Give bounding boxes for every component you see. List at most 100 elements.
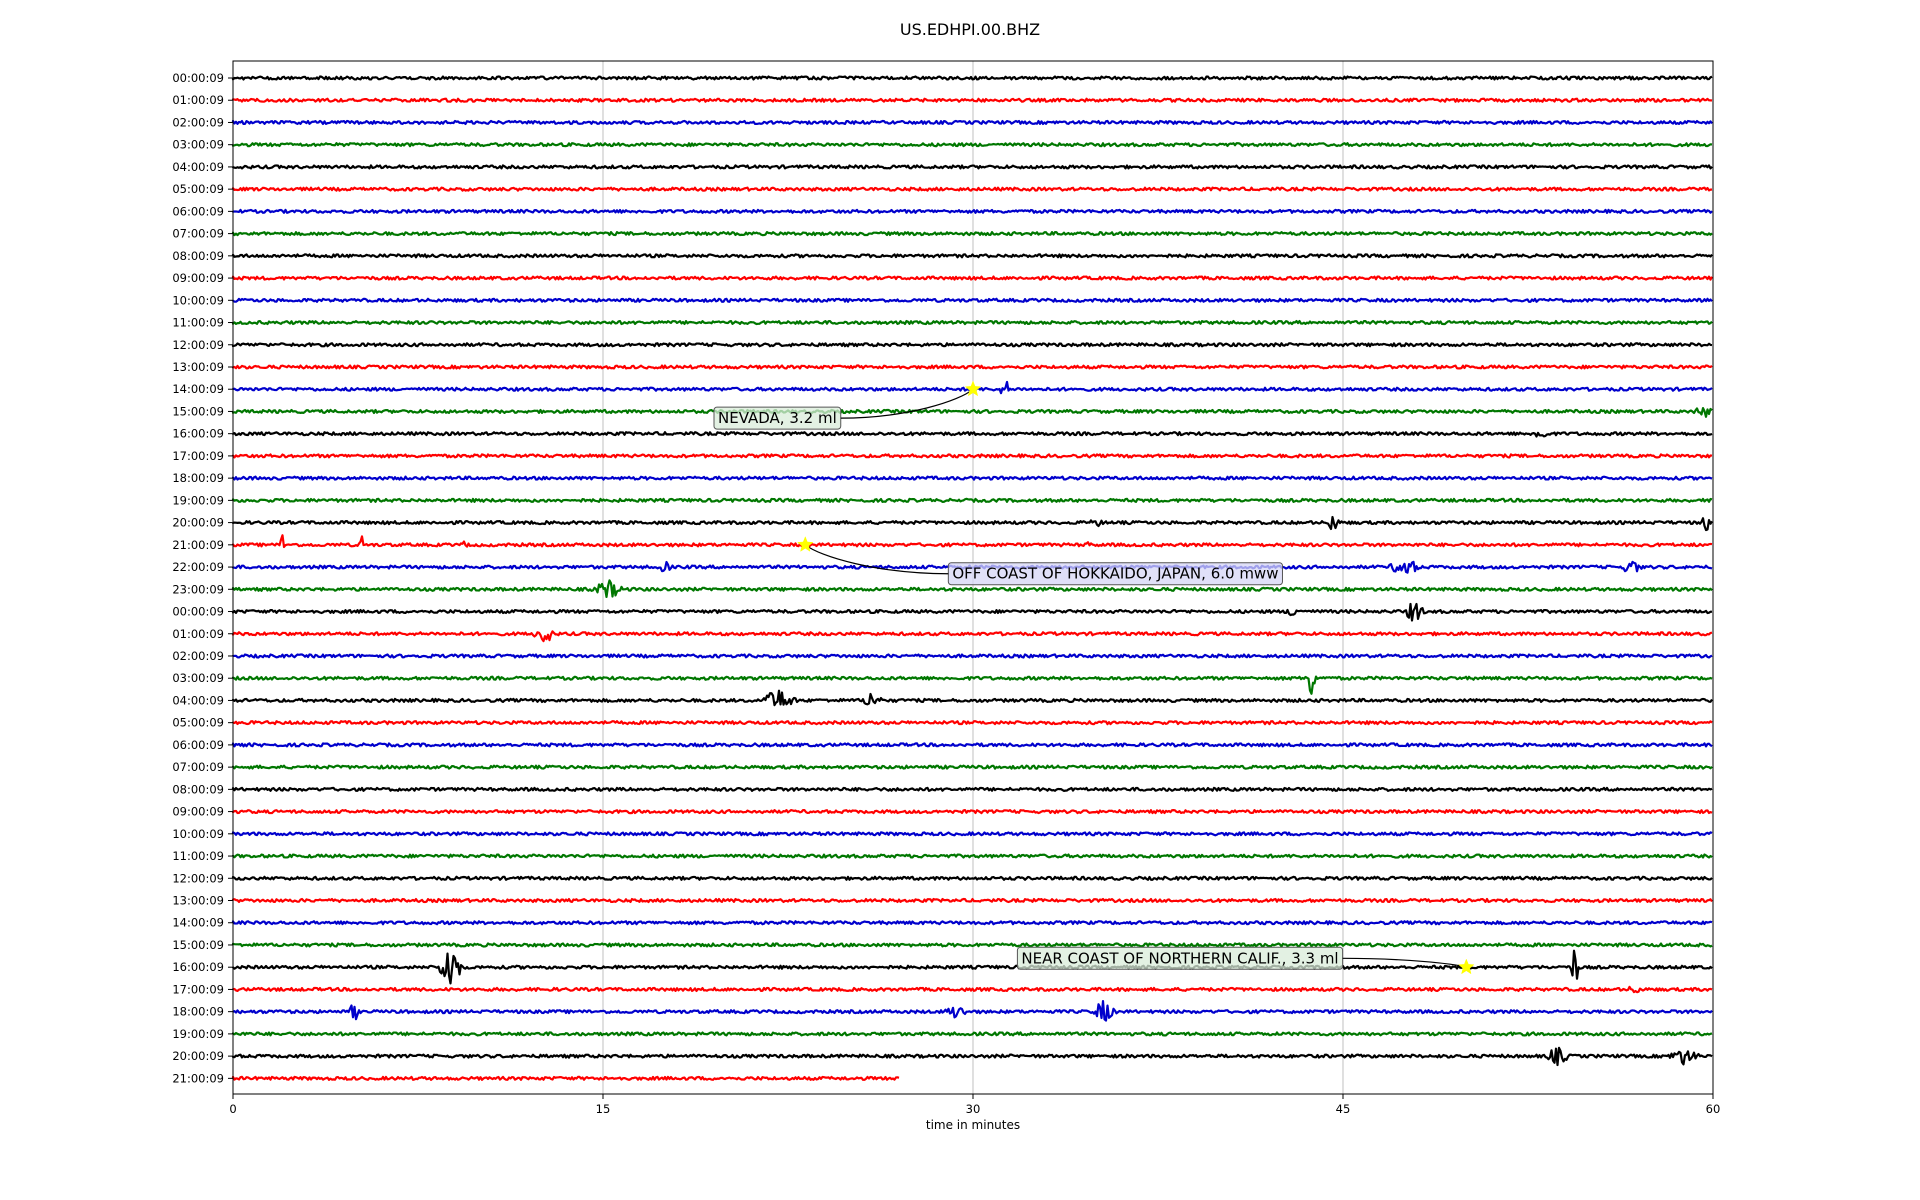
x-tick-label: 60 — [1706, 1102, 1721, 1116]
row-time-label: 10:00:09 — [172, 293, 224, 307]
row-time-label: 04:00:09 — [172, 160, 224, 174]
trace-row-2 — [231, 119, 1713, 126]
trace-row-37 — [231, 897, 1713, 904]
row-time-label: 16:00:09 — [172, 427, 224, 441]
row-time-label: 07:00:09 — [172, 227, 224, 241]
trace-row-30 — [231, 742, 1713, 748]
event-annotations: NEVADA, 3.2 ml OFF COAST OF HOKKAIDO, JAP… — [713, 380, 1475, 975]
trace-row-28 — [231, 689, 1713, 707]
trace-row-31 — [231, 764, 1713, 770]
trace-row-3 — [231, 142, 1713, 148]
trace-row-12 — [231, 342, 1713, 348]
row-time-label: 13:00:09 — [172, 360, 224, 374]
trace-row-16 — [231, 431, 1713, 438]
event-star-marker — [797, 536, 814, 552]
row-time-label: 01:00:09 — [172, 93, 224, 107]
trace-row-0 — [231, 75, 1713, 81]
row-time-label: 10:00:09 — [172, 827, 224, 841]
row-time-label: 19:00:09 — [172, 1027, 224, 1041]
trace-row-20 — [231, 515, 1713, 532]
x-tick-label: 15 — [596, 1102, 611, 1116]
row-time-label: 21:00:09 — [172, 1071, 224, 1085]
trace-row-39 — [231, 942, 1713, 948]
row-time-label: 00:00:09 — [172, 71, 224, 85]
trace-row-27 — [231, 675, 1713, 695]
row-time-label: 19:00:09 — [172, 493, 224, 507]
trace-row-33 — [231, 808, 1713, 815]
trace-row-34 — [231, 831, 1713, 837]
trace-layer — [231, 75, 1713, 1081]
event-star-marker — [1458, 958, 1475, 975]
row-time-label: 08:00:09 — [172, 249, 224, 263]
trace-row-4 — [231, 164, 1713, 170]
event-star-marker — [964, 380, 982, 397]
row-time-label: 20:00:09 — [172, 1049, 224, 1063]
event-annotation: OFF COAST OF HOKKAIDO, JAPAN, 6.0 mww — [797, 536, 1283, 586]
trace-row-45 — [231, 1075, 900, 1081]
row-time-label: 12:00:09 — [172, 338, 224, 352]
event-connector — [840, 388, 974, 419]
trace-row-44 — [231, 1046, 1713, 1067]
row-time-label: 15:00:09 — [172, 938, 224, 952]
trace-row-42 — [232, 999, 1713, 1022]
row-time-label: 20:00:09 — [172, 516, 224, 530]
row-time-label: 21:00:09 — [172, 538, 224, 552]
row-time-labels: 00:00:09 01:00:09 02:00:09 03:00:09 04:00:09… — [172, 71, 233, 1085]
event-label: NEAR COAST OF NORTHERN CALIF., 3.3 ml — [1021, 949, 1338, 967]
row-time-label: 03:00:09 — [172, 138, 224, 152]
row-time-label: 02:00:09 — [172, 649, 224, 663]
trace-row-9 — [231, 275, 1713, 281]
row-time-label: 23:00:09 — [172, 582, 224, 596]
x-tick-label: 45 — [1336, 1102, 1351, 1116]
trace-row-38 — [231, 920, 1713, 926]
x-tick-label: 30 — [966, 1102, 981, 1116]
trace-row-43 — [231, 1031, 1713, 1037]
trace-row-24 — [231, 602, 1713, 622]
row-time-label: 11:00:09 — [172, 849, 224, 863]
trace-row-6 — [231, 208, 1713, 214]
event-connector — [804, 544, 949, 575]
row-time-label: 22:00:09 — [172, 560, 224, 574]
trace-row-19 — [231, 497, 1713, 503]
x-tick-label: 0 — [229, 1102, 236, 1116]
row-time-label: 13:00:09 — [172, 894, 224, 908]
trace-row-32 — [231, 786, 1713, 792]
row-time-label: 08:00:09 — [172, 782, 224, 796]
row-time-label: 18:00:09 — [172, 1005, 224, 1019]
row-time-label: 05:00:09 — [172, 182, 224, 196]
trace-row-29 — [231, 720, 1713, 726]
trace-row-36 — [231, 875, 1713, 881]
row-time-label: 11:00:09 — [172, 316, 224, 330]
row-time-label: 07:00:09 — [172, 760, 224, 774]
row-time-label: 12:00:09 — [172, 871, 224, 885]
chart-title: US.EDHPI.00.BHZ — [900, 20, 1040, 39]
trace-row-26 — [231, 653, 1713, 659]
trace-row-7 — [231, 231, 1713, 237]
row-time-label: 09:00:09 — [172, 271, 224, 285]
row-time-label: 06:00:09 — [172, 738, 224, 752]
x-axis-label: time in minutes — [926, 1118, 1020, 1132]
trace-row-18 — [231, 475, 1713, 481]
row-time-label: 17:00:09 — [172, 982, 224, 996]
row-time-label: 04:00:09 — [172, 693, 224, 707]
event-label: NEVADA, 3.2 ml — [718, 409, 837, 427]
event-annotation: NEVADA, 3.2 ml — [713, 380, 982, 430]
x-axis-ticks: 0 15 30 45 60 — [229, 1094, 1720, 1116]
row-time-label: 00:00:09 — [172, 605, 224, 619]
row-time-label: 16:00:09 — [172, 960, 224, 974]
trace-row-8 — [231, 253, 1713, 259]
trace-row-11 — [231, 319, 1713, 326]
trace-row-13 — [231, 364, 1713, 370]
trace-row-41 — [231, 985, 1713, 994]
row-time-label: 01:00:09 — [172, 627, 224, 641]
row-time-label: 18:00:09 — [172, 471, 224, 485]
row-time-label: 09:00:09 — [172, 805, 224, 819]
row-time-label: 02:00:09 — [172, 115, 224, 129]
row-time-label: 06:00:09 — [172, 204, 224, 218]
row-time-label: 15:00:09 — [172, 404, 224, 418]
trace-row-15 — [231, 406, 1713, 418]
event-annotation: NEAR COAST OF NORTHERN CALIF., 3.3 ml — [1016, 946, 1475, 975]
event-label: OFF COAST OF HOKKAIDO, JAPAN, 6.0 mww — [952, 565, 1278, 583]
